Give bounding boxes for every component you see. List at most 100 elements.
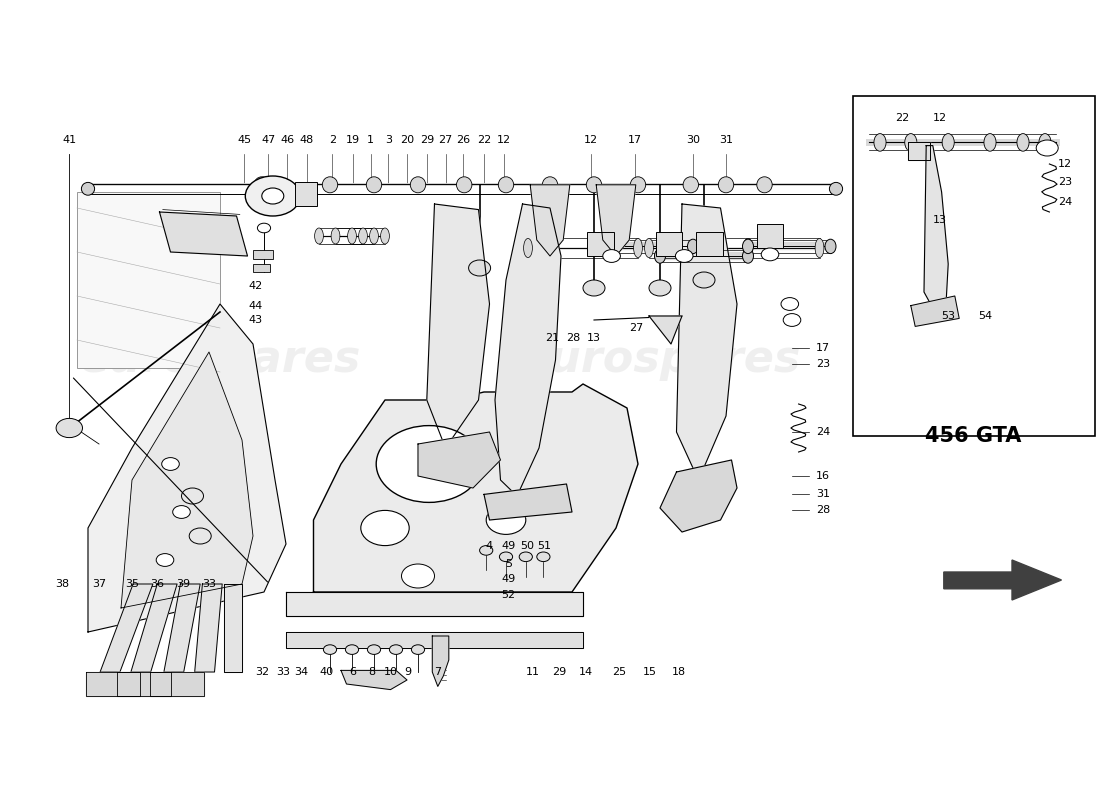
- Text: 33: 33: [276, 667, 289, 677]
- Polygon shape: [160, 212, 248, 256]
- Ellipse shape: [366, 177, 382, 193]
- Text: 21: 21: [546, 333, 559, 342]
- Polygon shape: [495, 204, 561, 496]
- Polygon shape: [676, 204, 737, 480]
- Circle shape: [402, 564, 434, 588]
- Text: 48: 48: [300, 135, 313, 145]
- Text: 31: 31: [816, 490, 829, 499]
- Polygon shape: [314, 384, 638, 592]
- Polygon shape: [427, 204, 490, 448]
- Ellipse shape: [874, 134, 887, 151]
- Text: 42: 42: [249, 282, 262, 291]
- Bar: [295, 182, 317, 206]
- Text: 13: 13: [933, 215, 946, 225]
- Ellipse shape: [815, 238, 824, 258]
- Circle shape: [480, 546, 493, 555]
- Ellipse shape: [1016, 134, 1030, 151]
- Text: 40: 40: [320, 667, 333, 677]
- Polygon shape: [131, 584, 177, 672]
- Ellipse shape: [588, 239, 600, 254]
- Text: 7: 7: [434, 667, 441, 677]
- Circle shape: [376, 426, 482, 502]
- Text: 34: 34: [295, 667, 308, 677]
- Text: 51: 51: [538, 541, 551, 550]
- Ellipse shape: [381, 228, 389, 244]
- Circle shape: [389, 645, 403, 654]
- Text: 10: 10: [384, 667, 397, 677]
- Text: 44: 44: [249, 301, 262, 310]
- Polygon shape: [121, 352, 253, 608]
- Ellipse shape: [456, 177, 472, 193]
- Text: 2: 2: [329, 135, 336, 145]
- Polygon shape: [88, 304, 286, 632]
- Ellipse shape: [744, 238, 752, 258]
- Text: 1: 1: [367, 135, 374, 145]
- Circle shape: [781, 298, 799, 310]
- Circle shape: [486, 506, 526, 534]
- Text: 29: 29: [420, 135, 433, 145]
- Bar: [253, 250, 273, 259]
- Ellipse shape: [829, 182, 843, 195]
- Circle shape: [156, 554, 174, 566]
- Text: 28: 28: [816, 506, 829, 515]
- Text: 12: 12: [1058, 159, 1071, 169]
- Bar: [852, 96, 1094, 436]
- Polygon shape: [432, 636, 449, 686]
- Text: 24: 24: [816, 427, 829, 437]
- Text: 47: 47: [262, 135, 275, 145]
- Text: 52: 52: [502, 590, 515, 600]
- Bar: [656, 232, 682, 256]
- Text: 12: 12: [933, 114, 946, 123]
- Ellipse shape: [654, 249, 666, 263]
- Circle shape: [257, 223, 271, 233]
- Ellipse shape: [254, 177, 270, 193]
- Circle shape: [583, 280, 605, 296]
- Polygon shape: [164, 584, 200, 672]
- Text: 9: 9: [405, 667, 411, 677]
- Text: 3: 3: [385, 135, 392, 145]
- Text: 27: 27: [629, 323, 642, 333]
- Ellipse shape: [348, 228, 356, 244]
- Polygon shape: [117, 672, 170, 696]
- Polygon shape: [418, 432, 500, 488]
- Ellipse shape: [942, 134, 954, 151]
- Polygon shape: [224, 584, 242, 672]
- Ellipse shape: [630, 177, 646, 193]
- Text: 36: 36: [151, 579, 164, 589]
- Circle shape: [1036, 140, 1058, 156]
- Text: 5: 5: [505, 559, 512, 569]
- Circle shape: [245, 176, 300, 216]
- Ellipse shape: [825, 239, 836, 254]
- Circle shape: [761, 248, 779, 261]
- Circle shape: [469, 260, 491, 276]
- Text: 23: 23: [816, 359, 829, 369]
- Text: 53: 53: [942, 311, 955, 321]
- Text: 28: 28: [566, 333, 580, 342]
- Ellipse shape: [586, 177, 602, 193]
- Text: 43: 43: [249, 315, 262, 325]
- Ellipse shape: [359, 228, 367, 244]
- Polygon shape: [341, 670, 407, 690]
- Bar: [696, 232, 723, 256]
- Text: 49: 49: [502, 574, 515, 584]
- Bar: [77, 192, 220, 368]
- Polygon shape: [484, 484, 572, 520]
- Ellipse shape: [315, 228, 323, 244]
- Ellipse shape: [498, 177, 514, 193]
- Circle shape: [56, 418, 82, 438]
- Circle shape: [499, 552, 513, 562]
- Ellipse shape: [984, 134, 997, 151]
- Text: 27: 27: [439, 135, 452, 145]
- Circle shape: [162, 458, 179, 470]
- Text: 4: 4: [486, 541, 493, 550]
- Text: 20: 20: [400, 135, 414, 145]
- Text: 37: 37: [92, 579, 106, 589]
- Polygon shape: [660, 460, 737, 532]
- Text: 33: 33: [202, 579, 216, 589]
- Polygon shape: [86, 672, 140, 696]
- Polygon shape: [908, 142, 930, 160]
- Text: 12: 12: [584, 135, 597, 145]
- Text: 49: 49: [502, 541, 515, 550]
- Text: 18: 18: [672, 667, 685, 677]
- Text: eurospares: eurospares: [79, 338, 361, 382]
